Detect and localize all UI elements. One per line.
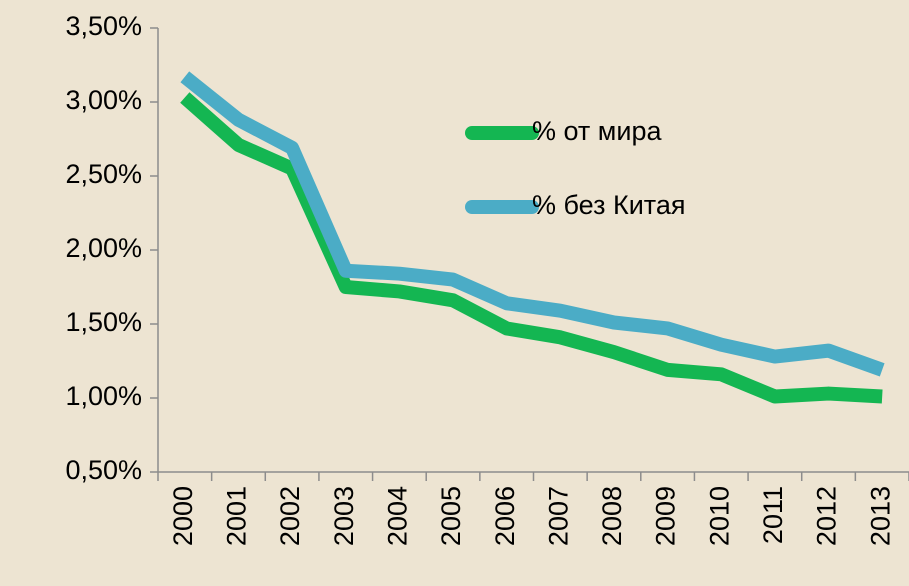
series-line: [180, 92, 883, 404]
x-tick-label: 2000: [168, 486, 198, 546]
x-tick-label: 2009: [651, 486, 681, 546]
x-tick-label: 2003: [329, 486, 359, 546]
y-tick-label: 3,00%: [65, 85, 142, 115]
x-tick-label: 2001: [222, 486, 252, 546]
y-tick-label: 2,00%: [65, 233, 142, 263]
y-tick-label: 3,50%: [65, 11, 142, 41]
y-tick-label: 0,50%: [65, 455, 142, 485]
x-tick-label: 2002: [275, 486, 305, 546]
x-tick-label: 2005: [436, 486, 466, 546]
x-tick-label: 2012: [812, 486, 842, 546]
x-tick-label: 2011: [758, 486, 788, 544]
x-tick-label: 2013: [865, 486, 895, 546]
x-tick-label: 2010: [704, 486, 734, 546]
x-tick-label: 2006: [490, 486, 520, 546]
y-tick-label: 2,50%: [65, 159, 142, 189]
legend-label: % от мира: [532, 116, 662, 146]
series-line: [180, 71, 885, 377]
x-tick-label: 2004: [383, 486, 413, 546]
y-tick-label: 1,50%: [65, 307, 142, 337]
x-tick-label: 2007: [543, 486, 573, 546]
x-tick-label: 2008: [597, 486, 627, 546]
legend-label: % без Китая: [532, 190, 685, 220]
y-tick-label: 1,00%: [65, 381, 142, 411]
